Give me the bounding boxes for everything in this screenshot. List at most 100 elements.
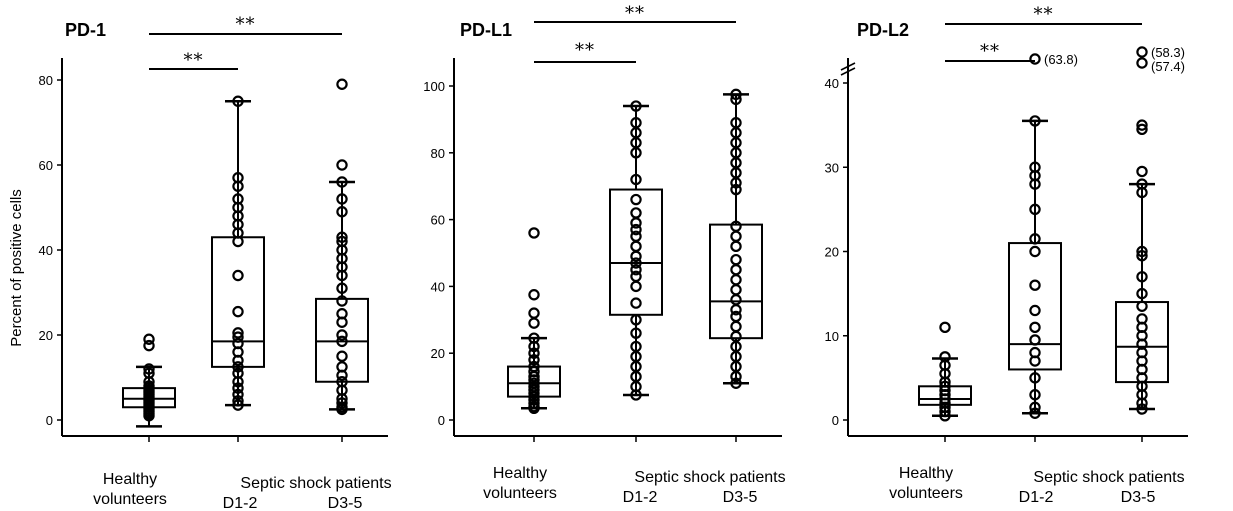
data-point xyxy=(1029,321,1041,334)
box-d3-5 xyxy=(315,78,369,416)
data-point xyxy=(1029,355,1041,367)
outlier-label: (57.4) xyxy=(1151,59,1185,74)
panel-title: PD-1 xyxy=(65,20,106,40)
category-label-healthy: Healthy xyxy=(493,465,547,482)
data-point xyxy=(630,193,642,206)
data-point xyxy=(232,361,244,373)
box-d1-2 xyxy=(1008,115,1062,419)
category-label-healthy: Healthy xyxy=(103,471,157,488)
y-tick-label: 80 xyxy=(39,73,53,88)
box-d1-2 xyxy=(211,95,265,411)
data-point xyxy=(232,331,244,343)
axis-break-mark xyxy=(840,62,856,71)
data-point xyxy=(1029,401,1041,414)
box-healthy xyxy=(507,227,561,415)
panel-pd-l2: PD-L2 0 10 20 30 40 (63.8) (58.3)(57.4) ** ** Heal… xyxy=(825,4,1188,506)
data-point xyxy=(1136,123,1148,136)
significance-label: ** xyxy=(184,50,204,71)
data-point xyxy=(528,289,540,301)
data-point xyxy=(1136,287,1148,300)
data-point xyxy=(528,354,540,366)
data-point xyxy=(1136,250,1148,262)
data-point xyxy=(1136,245,1148,258)
data-point xyxy=(143,333,155,345)
data-point xyxy=(1029,279,1041,291)
data-point xyxy=(1029,334,1041,346)
data-point xyxy=(528,317,540,329)
outlier-point xyxy=(1136,57,1148,69)
data-point xyxy=(1136,271,1148,283)
category-label-d3-5: D3-5 xyxy=(328,495,363,511)
data-point xyxy=(336,231,348,243)
data-point xyxy=(730,93,742,106)
y-tick-label: 80 xyxy=(431,146,445,161)
data-point xyxy=(143,410,155,422)
data-point xyxy=(232,327,244,339)
data-point xyxy=(143,363,155,375)
data-point xyxy=(630,280,642,293)
category-label-healthy: Healthy xyxy=(899,465,953,482)
data-point xyxy=(528,227,540,239)
data-point xyxy=(336,369,348,382)
data-point xyxy=(630,389,642,401)
data-point xyxy=(143,339,155,352)
data-point xyxy=(1029,115,1041,127)
data-point xyxy=(939,321,951,334)
box-d1-2 xyxy=(609,100,663,401)
data-point xyxy=(232,382,244,394)
data-point xyxy=(336,159,348,171)
data-point xyxy=(1136,119,1148,131)
data-point xyxy=(630,100,642,112)
y-tick-label: 0 xyxy=(832,413,839,428)
category-label-d3-5: D3-5 xyxy=(723,489,758,506)
y-axis-label: Percent of positive cells xyxy=(8,189,25,347)
data-point xyxy=(730,177,742,189)
y-tick-label: 100 xyxy=(423,79,445,94)
data-point xyxy=(1136,397,1148,409)
y-tick-label: 0 xyxy=(46,413,53,428)
box-healthy xyxy=(122,333,176,428)
category-label-volunteers: volunteers xyxy=(483,485,557,502)
iqr-box xyxy=(709,223,763,340)
data-point xyxy=(1029,233,1041,245)
significance-label: ** xyxy=(980,41,1000,62)
panel-pd-l1: PD-L1 0 20 40 60 80 100 ** ** Healthy volunteers Se… xyxy=(423,3,785,506)
data-point xyxy=(232,180,244,192)
data-point xyxy=(730,304,742,316)
data-point xyxy=(1029,407,1041,419)
data-point xyxy=(1029,389,1041,401)
box-d3-5 xyxy=(1115,119,1169,415)
group-label-septic-shock: Septic shock patients xyxy=(240,475,391,492)
y-tick-label: 60 xyxy=(39,158,53,173)
data-point xyxy=(630,297,642,309)
data-point xyxy=(528,347,540,359)
data-point xyxy=(630,223,642,236)
data-point xyxy=(336,350,348,362)
axis-break-mark xyxy=(840,67,856,76)
data-point xyxy=(730,88,742,101)
y-tick-label: 40 xyxy=(431,279,445,294)
data-point xyxy=(232,399,244,411)
category-label-d1-2: D1-2 xyxy=(623,489,658,506)
data-point xyxy=(336,403,348,416)
category-label-d3-5: D3-5 xyxy=(1121,489,1156,506)
box-healthy xyxy=(918,321,972,422)
data-point xyxy=(630,327,642,339)
data-point xyxy=(336,295,348,307)
data-point xyxy=(336,282,348,294)
category-label-volunteers: volunteers xyxy=(93,491,167,508)
data-point xyxy=(336,329,348,341)
data-point xyxy=(336,335,348,348)
data-point xyxy=(1029,178,1041,190)
data-point xyxy=(336,193,348,205)
data-point xyxy=(939,410,951,422)
data-point xyxy=(232,305,244,318)
data-point xyxy=(336,206,348,218)
data-point xyxy=(336,316,348,328)
data-point xyxy=(1136,403,1148,415)
data-point xyxy=(528,402,540,415)
data-point xyxy=(232,235,244,248)
data-point xyxy=(1136,186,1148,199)
data-point xyxy=(528,307,540,319)
iqr-box xyxy=(211,236,265,368)
